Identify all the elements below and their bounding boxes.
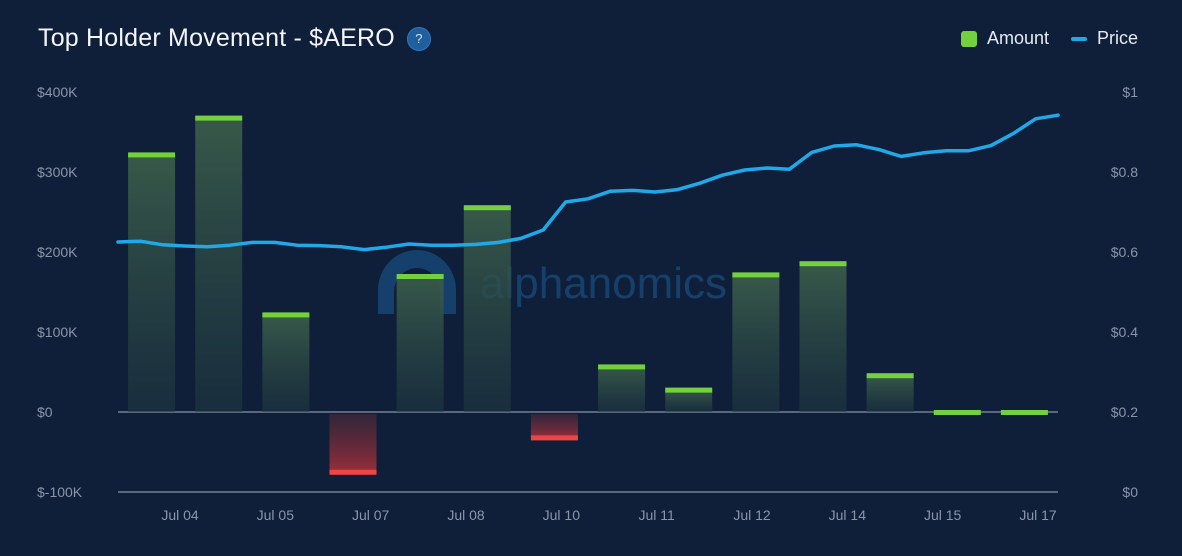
legend-item-amount[interactable]: Amount xyxy=(960,28,1049,49)
amount-bar-cap xyxy=(598,364,646,370)
amount-bar-body xyxy=(665,389,713,412)
amount-bar[interactable] xyxy=(665,387,713,412)
amount-bar-body xyxy=(329,414,377,473)
amount-bar[interactable] xyxy=(799,261,847,412)
x-tick-label: Jul 17 xyxy=(1019,507,1057,523)
amount-bar[interactable] xyxy=(329,414,377,475)
amount-bar-cap xyxy=(530,435,578,441)
chart-legend: Amount Price xyxy=(960,28,1138,49)
x-tick-label: Jul 15 xyxy=(924,507,962,523)
y-left-tick-label: $300K xyxy=(37,164,78,180)
amount-bar-body xyxy=(530,414,578,439)
amount-bar-cap xyxy=(665,387,713,393)
y-right-tick-label: $1 xyxy=(1122,84,1138,100)
legend-label-amount: Amount xyxy=(986,28,1049,48)
amount-bar-cap xyxy=(933,410,981,415)
y-left-tick-label: $200K xyxy=(37,244,78,260)
y-right-tick-label: $0.4 xyxy=(1111,324,1138,340)
amount-bar-cap xyxy=(799,261,847,267)
x-tick-label: Jul 14 xyxy=(829,507,867,523)
chart-title: Top Holder Movement - $AERO ? xyxy=(38,24,431,53)
legend-label-price: Price xyxy=(1096,28,1138,48)
amount-bar-cap xyxy=(463,205,511,211)
amount-bar[interactable] xyxy=(598,364,646,412)
amount-bar-cap xyxy=(329,469,377,475)
x-tick-label: Jul 05 xyxy=(257,507,295,523)
amount-bar-cap xyxy=(732,272,780,278)
amount-bar-body xyxy=(396,276,444,412)
amount-bar[interactable] xyxy=(128,152,176,412)
amount-bar-body xyxy=(463,207,511,412)
amount-bar[interactable] xyxy=(866,373,914,412)
amount-bar-body xyxy=(195,117,243,412)
amount-bar-cap xyxy=(396,274,444,279)
x-tick-label: Jul 07 xyxy=(352,507,390,523)
amount-bar[interactable] xyxy=(732,272,780,412)
amount-bar[interactable] xyxy=(933,410,981,415)
amount-bar-cap xyxy=(1000,410,1048,415)
amount-bar-body xyxy=(262,314,310,412)
amount-bar[interactable] xyxy=(463,205,511,412)
price-swatch-icon xyxy=(1070,36,1087,41)
amount-bar-cap xyxy=(195,115,243,121)
x-tick-label: Jul 12 xyxy=(733,507,771,523)
y-right-tick-label: $0.8 xyxy=(1111,164,1138,180)
amount-bar-body xyxy=(866,375,914,412)
amount-bar-body xyxy=(799,263,847,412)
y-left-tick-label: $0 xyxy=(37,404,53,420)
amount-bar-body xyxy=(598,366,646,412)
chart-title-text: Top Holder Movement - $AERO xyxy=(38,24,395,52)
amount-bar[interactable] xyxy=(1000,410,1048,415)
y-left-tick-label: $100K xyxy=(37,324,78,340)
amount-bar[interactable] xyxy=(530,414,578,441)
y-left-tick-label: $-100K xyxy=(37,484,83,500)
y-left-tick-label: $400K xyxy=(37,84,78,100)
x-tick-label: Jul 04 xyxy=(161,507,199,523)
watermark-text: alphanomics xyxy=(480,259,727,308)
amount-bar[interactable] xyxy=(262,312,310,412)
amount-bar-body xyxy=(732,274,780,412)
amount-bar-cap xyxy=(128,152,176,158)
x-tick-label: Jul 11 xyxy=(639,507,676,523)
x-tick-label: Jul 08 xyxy=(447,507,485,523)
y-right-tick-label: $0.2 xyxy=(1111,404,1138,420)
help-icon[interactable]: ? xyxy=(406,26,431,51)
price-line[interactable] xyxy=(116,113,1060,252)
y-right-tick-label: $0 xyxy=(1122,484,1138,500)
amount-bar[interactable] xyxy=(396,274,444,412)
y-right-tick-label: $0.6 xyxy=(1111,244,1138,260)
watermark-arch-icon xyxy=(378,250,456,314)
watermark-logo: alphanomics xyxy=(378,250,727,314)
amount-bar[interactable] xyxy=(195,115,243,412)
amount-bar-cap xyxy=(262,312,310,318)
amount-bar-cap xyxy=(866,373,914,379)
amount-bar-body xyxy=(128,154,176,412)
legend-item-price[interactable]: Price xyxy=(1070,28,1138,49)
x-tick-label: Jul 10 xyxy=(543,507,581,523)
amount-swatch-icon xyxy=(960,30,977,47)
